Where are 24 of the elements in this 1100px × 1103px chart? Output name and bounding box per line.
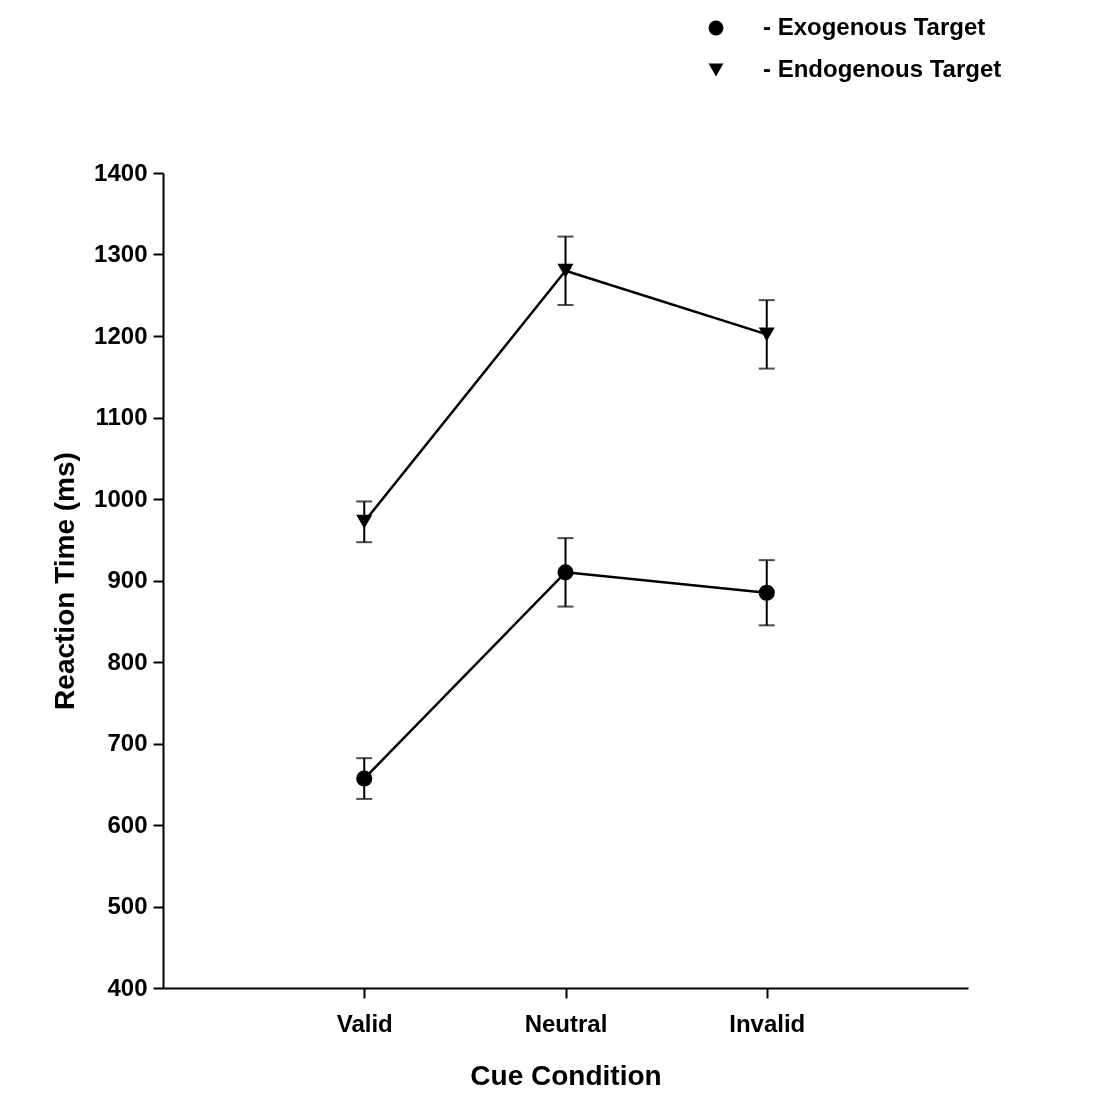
y-tick-label: 1200: [94, 321, 148, 349]
point: [356, 514, 373, 529]
y-tick-label: 700: [107, 729, 148, 756]
legend-label: - Exogenous Target: [763, 13, 986, 40]
y-tick-label: 1400: [94, 158, 148, 186]
y-tick-label: 1300: [94, 240, 148, 267]
y-tick-label: 1100: [95, 403, 148, 430]
y-tick-label: 400: [107, 973, 148, 1001]
y-tick-label: 500: [107, 892, 148, 919]
x-tick-label: Valid: [336, 1009, 393, 1037]
point: [758, 584, 775, 601]
x-tick-label: Invalid: [729, 1009, 806, 1037]
point: [557, 564, 574, 581]
point: [557, 263, 574, 278]
y-tick-label: 800: [107, 647, 148, 675]
point: [356, 770, 373, 787]
y-axis-title: Reaction Time (ms): [49, 452, 81, 710]
y-tick-label: 600: [107, 810, 148, 838]
point: [758, 327, 775, 342]
legend-label: - Endogenous Target: [763, 55, 1002, 82]
x-tick-label: Neutral: [524, 1009, 608, 1037]
y-tick-label: 1000: [94, 484, 148, 512]
y-tick-label: 900: [107, 566, 148, 593]
x-axis-title: Cue Condition: [470, 1059, 662, 1091]
